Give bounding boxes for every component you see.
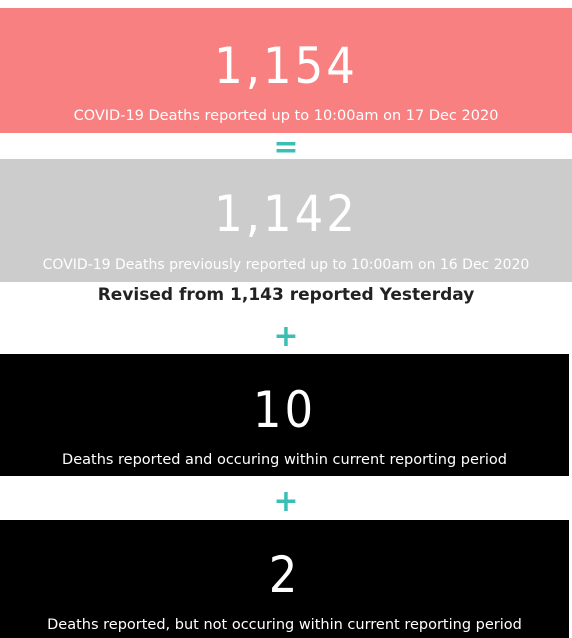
other-value: 2 <box>268 546 301 604</box>
total-caption: COVID-19 Deaths reported up to 10:00am o… <box>73 108 499 124</box>
other-caption: Deaths reported, but not occuring within… <box>47 617 522 633</box>
current-caption: Deaths reported and occuring within curr… <box>62 452 507 468</box>
previous-panel: 1,142 COVID-19 Deaths previously reporte… <box>0 159 572 282</box>
equals-sign: = <box>273 130 299 165</box>
current-value: 10 <box>252 381 317 439</box>
total-panel: 1,154 COVID-19 Deaths reported up to 10:… <box>0 8 572 133</box>
current-panel: 10 Deaths reported and occuring within c… <box>0 354 569 476</box>
plus-sign: + <box>273 319 299 354</box>
previous-value: 1,142 <box>214 185 358 243</box>
total-value: 1,154 <box>214 37 358 95</box>
revision-note: Revised from 1,143 reported Yesterday <box>97 285 475 305</box>
plus-sign: + <box>273 484 299 519</box>
previous-caption: COVID-19 Deaths previously reported up t… <box>42 257 530 273</box>
other-panel: 2 Deaths reported, but not occuring with… <box>0 520 569 638</box>
